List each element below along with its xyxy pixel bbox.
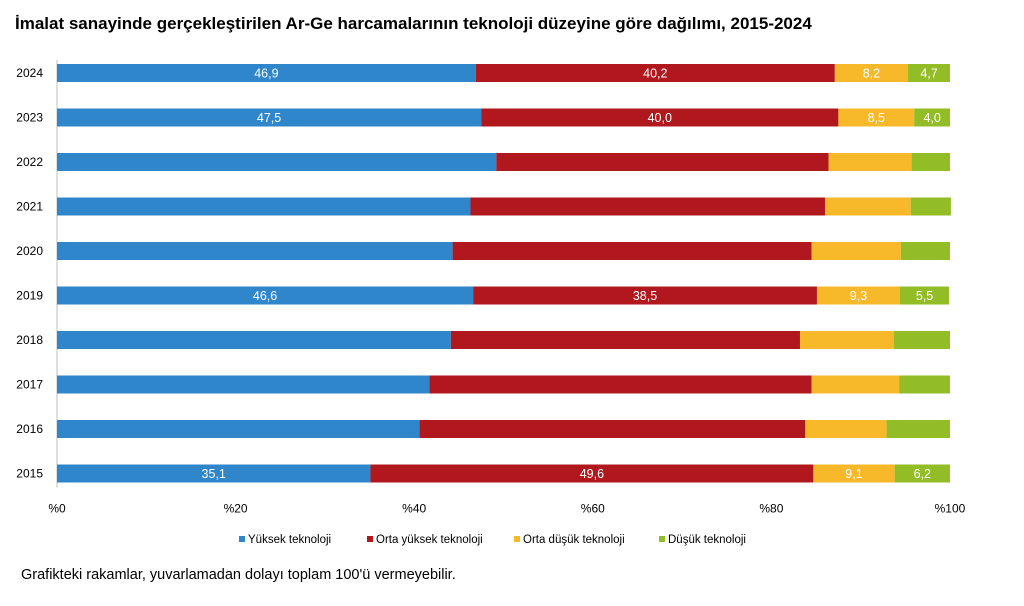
data-label-orta-yuksek-teknoloji-2015: 49,6: [580, 467, 604, 481]
data-label-orta-dusuk-teknoloji-2015: 9,1: [845, 467, 862, 481]
category-label-2021: 2021: [16, 200, 43, 214]
bar-orta-dusuk-teknoloji-2019: [816, 286, 900, 305]
bar-orta-yuksek-teknoloji-2015: [370, 464, 814, 483]
footnote: Grafikteki rakamlar, yuvarlamadan dolayı…: [21, 567, 456, 583]
bar-orta-dusuk-teknoloji-2023: [838, 108, 915, 127]
x-tick-label: %100: [935, 502, 966, 516]
data-label-orta-yuksek-teknoloji-2019: 38,5: [633, 289, 657, 303]
x-tick-label: %40: [402, 502, 426, 516]
x-tick-label: %80: [759, 502, 783, 516]
bar-orta-dusuk-teknoloji-2024: [834, 64, 909, 82]
legend-label-yuksek-teknoloji: Yüksek teknoloji: [248, 534, 331, 546]
legend-label-dusuk-teknoloji: Düşük teknoloji: [668, 534, 746, 546]
bar-orta-yuksek-teknoloji-2017: [429, 375, 812, 394]
category-label-2016: 2016: [16, 422, 43, 436]
data-label-yuksek-teknoloji-2023: 47,5: [257, 111, 281, 125]
category-label-2023: 2023: [16, 111, 43, 125]
chart-title: İmalat sanayinde gerçekleştirilen Ar-Ge …: [15, 14, 812, 33]
bar-orta-dusuk-teknoloji-2018: [799, 331, 894, 349]
bar-dusuk-teknoloji-2015: [894, 464, 950, 483]
bar-orta-dusuk-teknoloji-2016: [805, 420, 887, 438]
bar-orta-dusuk-teknoloji-2021: [824, 197, 911, 216]
legend-swatch-dusuk-teknoloji: [659, 536, 665, 542]
data-label-dusuk-teknoloji-2024: 4,7: [920, 67, 937, 81]
data-label-dusuk-teknoloji-2023: 4,0: [923, 111, 940, 125]
bar-yuksek-teknoloji-2018: [57, 331, 451, 349]
bar-dusuk-teknoloji-2021: [910, 197, 951, 216]
bar-dusuk-teknoloji-2019: [899, 286, 950, 305]
bar-dusuk-teknoloji-2022: [911, 153, 950, 171]
data-label-orta-yuksek-teknoloji-2023: 40,0: [648, 111, 672, 125]
bar-dusuk-teknoloji-2020: [900, 242, 950, 260]
bar-yuksek-teknoloji-2021: [57, 197, 471, 216]
bar-yuksek-teknoloji-2023: [57, 108, 482, 127]
x-tick-label: %20: [224, 502, 248, 516]
category-label-2020: 2020: [16, 244, 43, 258]
bar-orta-yuksek-teknoloji-2019: [473, 286, 817, 305]
legend-swatch-yuksek-teknoloji: [239, 536, 245, 542]
bar-orta-dusuk-teknoloji-2022: [828, 153, 912, 171]
bar-orta-yuksek-teknoloji-2016: [419, 420, 806, 438]
category-label-2022: 2022: [16, 155, 43, 169]
data-label-orta-yuksek-teknoloji-2024: 40,2: [643, 67, 667, 81]
bar-yuksek-teknoloji-2017: [57, 375, 430, 394]
bar-dusuk-teknoloji-2016: [886, 420, 950, 438]
legend-swatch-orta-yuksek-teknoloji: [367, 536, 373, 542]
bar-orta-yuksek-teknoloji-2023: [481, 108, 839, 127]
bar-dusuk-teknoloji-2017: [899, 375, 950, 394]
bar-yuksek-teknoloji-2022: [57, 153, 497, 171]
x-tick-label: %60: [581, 502, 605, 516]
data-label-dusuk-teknoloji-2019: 5,5: [916, 289, 933, 303]
legend-label-orta-dusuk-teknoloji: Orta düşük teknoloji: [523, 534, 625, 546]
data-label-yuksek-teknoloji-2015: 35,1: [202, 467, 226, 481]
category-label-2019: 2019: [16, 289, 43, 303]
bar-orta-dusuk-teknoloji-2017: [811, 375, 900, 394]
category-label-2015: 2015: [16, 467, 43, 481]
bar-orta-yuksek-teknoloji-2018: [450, 331, 800, 349]
bar-yuksek-teknoloji-2016: [57, 420, 420, 438]
data-label-dusuk-teknoloji-2015: 6,2: [914, 467, 931, 481]
bar-orta-yuksek-teknoloji-2020: [452, 242, 812, 260]
category-label-2017: 2017: [16, 378, 43, 392]
bar-yuksek-teknoloji-2019: [57, 286, 474, 305]
data-label-orta-dusuk-teknoloji-2019: 9,3: [850, 289, 867, 303]
bar-orta-dusuk-teknoloji-2020: [811, 242, 901, 260]
bar-orta-yuksek-teknoloji-2024: [475, 64, 835, 82]
data-label-yuksek-teknoloji-2024: 46,9: [254, 67, 278, 81]
bar-yuksek-teknoloji-2015: [57, 464, 371, 483]
data-label-yuksek-teknoloji-2019: 46,6: [253, 289, 277, 303]
category-label-2024: 2024: [16, 66, 43, 80]
bar-yuksek-teknoloji-2024: [57, 64, 476, 82]
bar-dusuk-teknoloji-2024: [908, 64, 950, 82]
bar-orta-dusuk-teknoloji-2015: [813, 464, 895, 483]
bar-yuksek-teknoloji-2020: [57, 242, 453, 260]
legend-swatch-orta-dusuk-teknoloji: [514, 536, 520, 542]
category-label-2018: 2018: [16, 333, 43, 347]
legend-label-orta-yuksek-teknoloji: Orta yüksek teknoloji: [376, 534, 483, 546]
data-label-orta-dusuk-teknoloji-2024: 8,2: [863, 67, 880, 81]
bar-orta-yuksek-teknoloji-2021: [470, 197, 825, 216]
bar-orta-yuksek-teknoloji-2022: [496, 153, 829, 171]
data-label-orta-dusuk-teknoloji-2023: 8,5: [868, 111, 885, 125]
bar-dusuk-teknoloji-2023: [914, 108, 950, 127]
x-tick-label: %0: [48, 502, 66, 516]
bar-dusuk-teknoloji-2018: [893, 331, 950, 349]
